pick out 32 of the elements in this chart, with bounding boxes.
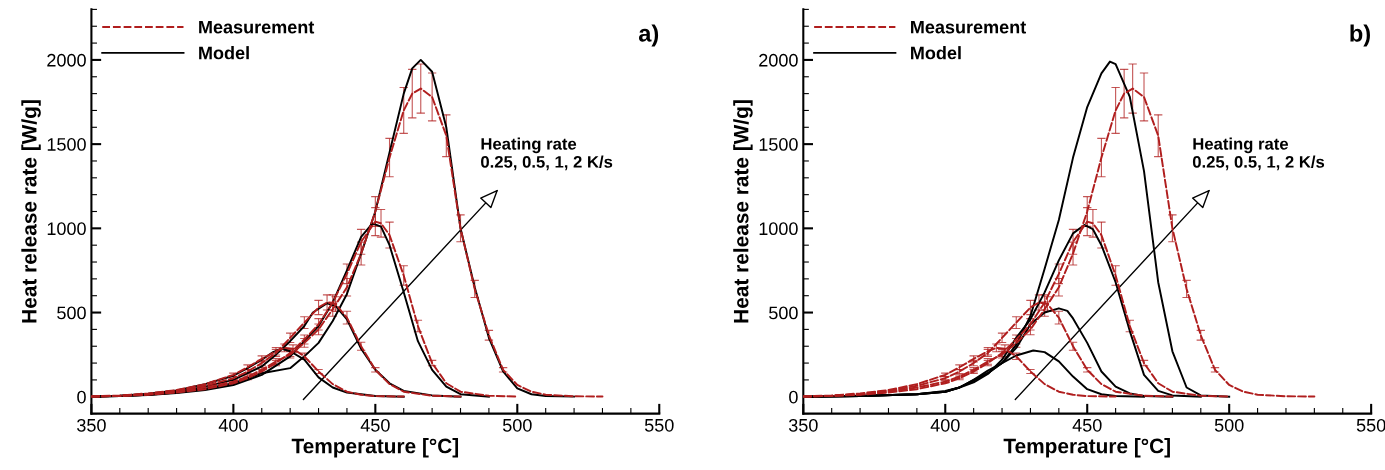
- x-axis-title: Temperature [°C]: [291, 438, 459, 458]
- x-tick-label: 450: [360, 418, 390, 432]
- x-tick-label: 500: [1214, 418, 1244, 432]
- legend-label: Measurement: [199, 20, 315, 34]
- legend-label: Measurement: [911, 20, 1027, 34]
- x-tick-label: 550: [1356, 418, 1385, 432]
- legend-label: Model: [911, 46, 961, 60]
- y-tick-label: 500: [769, 306, 798, 320]
- y-tick-label: 1000: [47, 222, 86, 236]
- annotation: Heating rate 0.25, 0.5, 1, 2 K/s: [1192, 137, 1325, 171]
- y-tick-label: 0: [789, 390, 798, 404]
- annotation: Heating rate 0.25, 0.5, 1, 2 K/s: [481, 137, 613, 171]
- x-axis-title: Temperature [°C]: [1003, 438, 1170, 458]
- y-axis-title: Heat release rate [W/g]: [21, 100, 41, 323]
- x-tick-label: 400: [218, 418, 248, 432]
- y-tick-label: 2000: [759, 53, 798, 67]
- y-tick-label: 0: [77, 390, 86, 404]
- y-tick-label: 1500: [47, 138, 86, 151]
- legend-label: Model: [199, 46, 249, 60]
- y-tick-label: 1500: [759, 138, 798, 151]
- y-axis-title: Heat release rate [W/g]: [733, 100, 753, 323]
- x-tick-label: 400: [930, 418, 960, 432]
- y-tick-label: 2000: [47, 53, 86, 67]
- y-tick-label: 1000: [759, 222, 798, 236]
- x-tick-label: 350: [788, 418, 818, 432]
- x-tick-label: 450: [1072, 418, 1102, 432]
- y-tick-label: 500: [57, 306, 86, 320]
- text: b): [1350, 24, 1370, 47]
- x-tick-label: 350: [77, 418, 106, 432]
- text: a): [638, 24, 659, 47]
- x-tick-label: 550: [644, 418, 674, 432]
- x-tick-label: 500: [502, 418, 532, 432]
